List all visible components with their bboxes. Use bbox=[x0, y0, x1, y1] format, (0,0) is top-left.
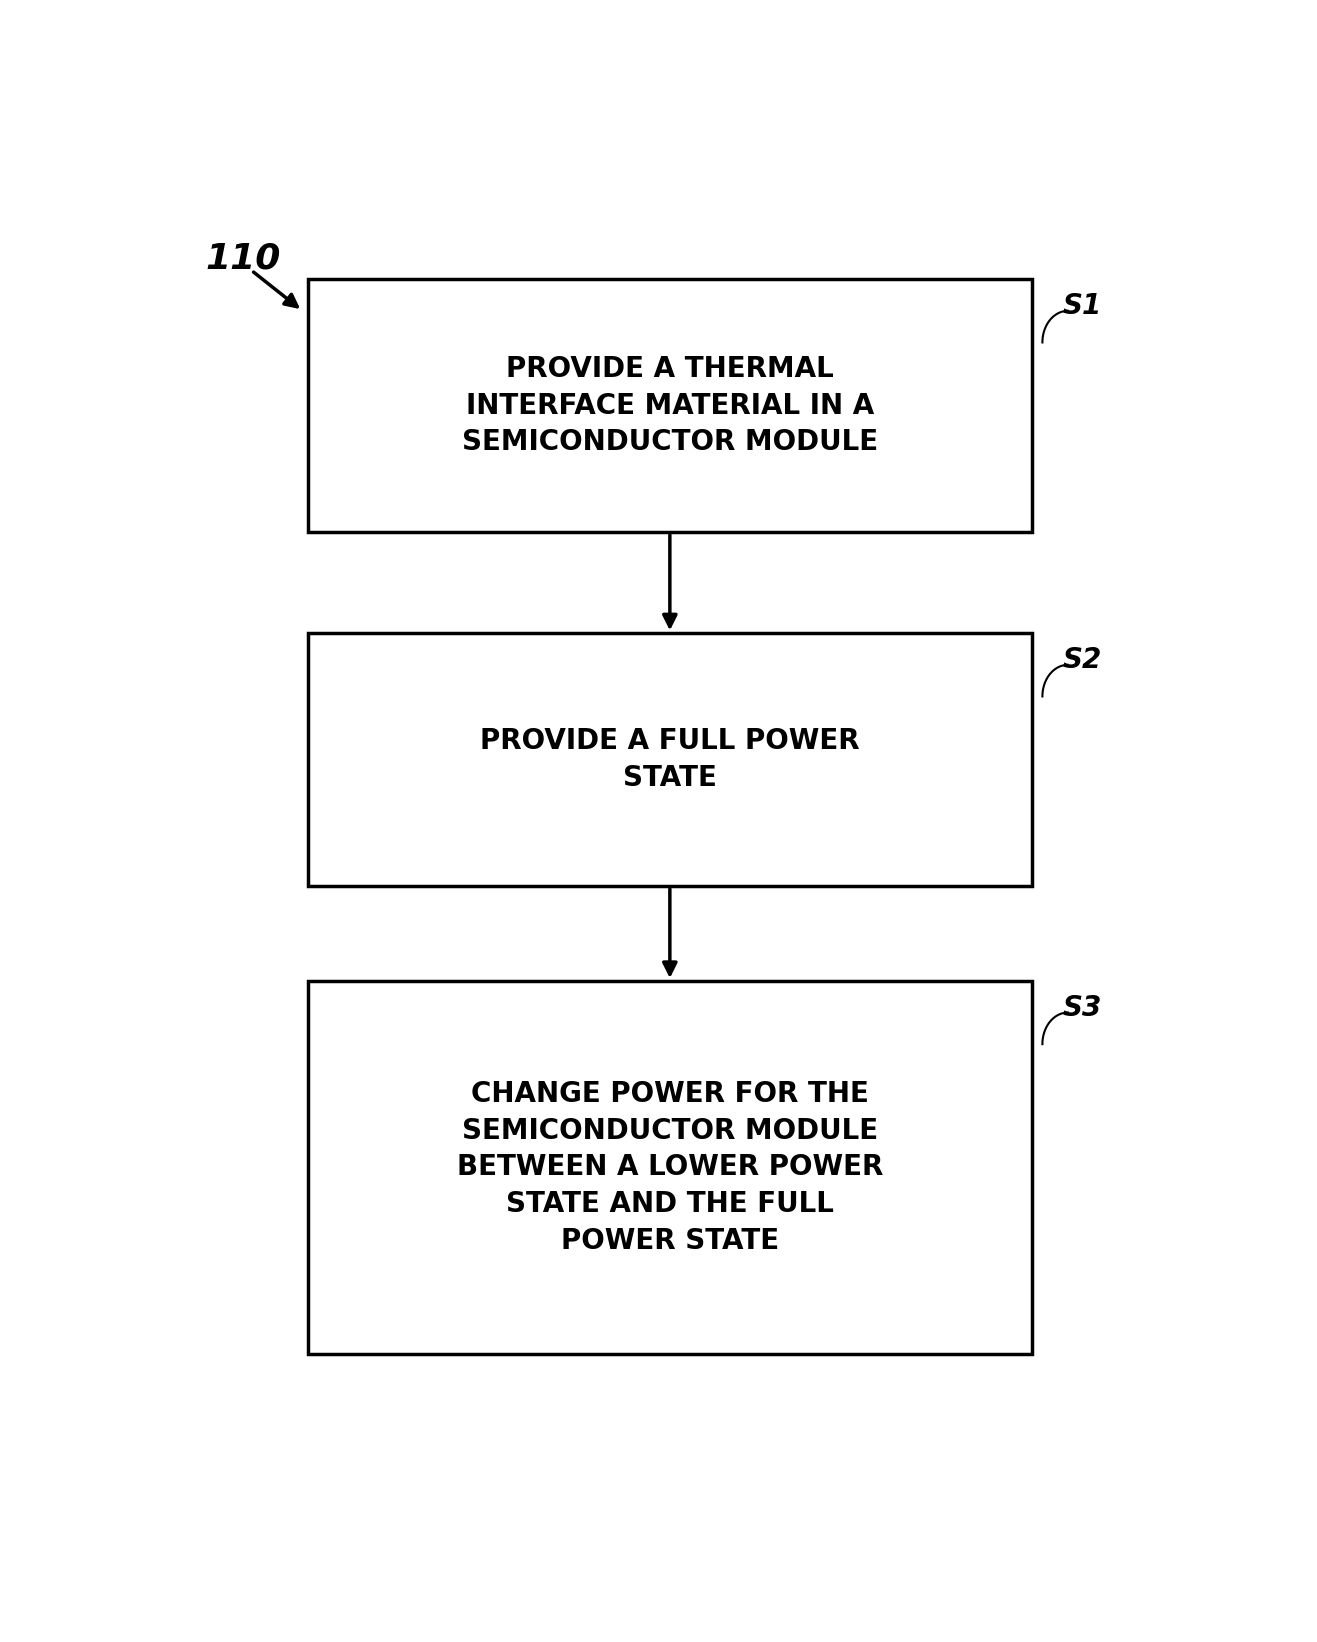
Text: S3: S3 bbox=[1063, 993, 1102, 1021]
Text: S1: S1 bbox=[1063, 292, 1102, 320]
Text: S2: S2 bbox=[1063, 645, 1102, 673]
Text: CHANGE POWER FOR THE
SEMICONDUCTOR MODULE
BETWEEN A LOWER POWER
STATE AND THE FU: CHANGE POWER FOR THE SEMICONDUCTOR MODUL… bbox=[457, 1080, 882, 1254]
Text: PROVIDE A FULL POWER
STATE: PROVIDE A FULL POWER STATE bbox=[481, 727, 860, 791]
Bar bbox=[308, 279, 1033, 532]
Text: 110: 110 bbox=[205, 241, 281, 276]
Bar bbox=[308, 634, 1033, 887]
Text: PROVIDE A THERMAL
INTERFACE MATERIAL IN A
SEMICONDUCTOR MODULE: PROVIDE A THERMAL INTERFACE MATERIAL IN … bbox=[462, 355, 878, 456]
Bar bbox=[308, 980, 1033, 1355]
